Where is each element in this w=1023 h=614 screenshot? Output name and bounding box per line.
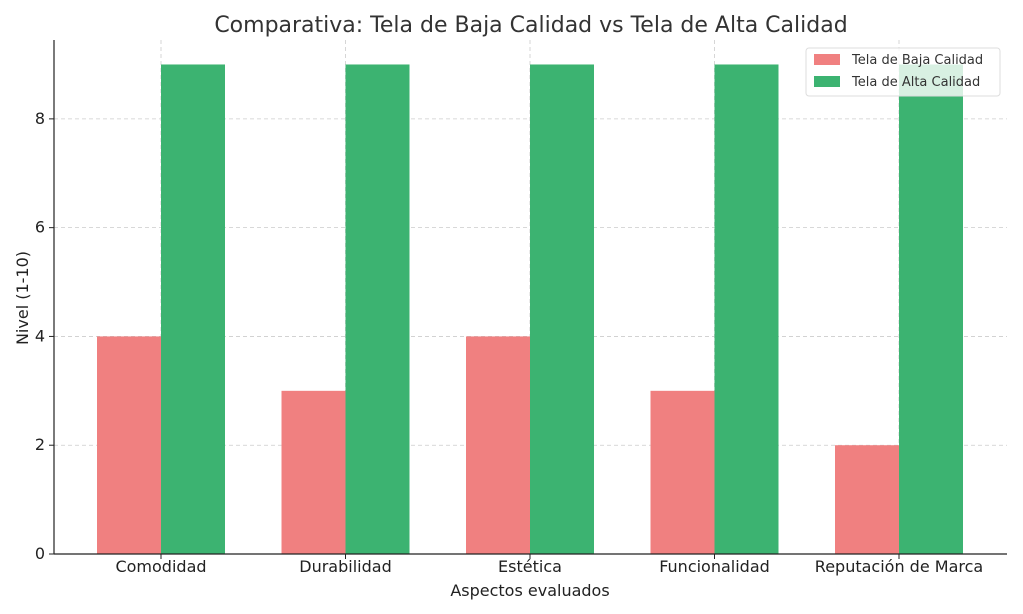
bar-alta-2	[530, 64, 594, 554]
y-tick-label: 2	[35, 435, 45, 454]
x-tick-label: Durabilidad	[299, 557, 391, 576]
chart-title: Comparativa: Tela de Baja Calidad vs Tel…	[214, 13, 847, 38]
y-tick-label: 6	[35, 218, 45, 237]
bar-baja-0	[97, 336, 161, 554]
x-axis-label: Aspectos evaluados	[450, 581, 609, 600]
y-tick-label: 0	[35, 544, 45, 563]
bar-alta-1	[345, 64, 410, 554]
bar-baja-2	[466, 336, 530, 554]
legend-label: Tela de Baja Calidad	[851, 53, 983, 68]
legend: Tela de Baja Calidad Tela de Alta Calidad	[805, 47, 1001, 97]
x-tick-label: Estética	[498, 557, 562, 576]
legend-frame	[805, 47, 1001, 97]
bar-alta-4	[899, 64, 963, 554]
y-axis-label: Nivel (1-10)	[13, 251, 32, 345]
legend-swatch	[814, 76, 840, 87]
bar-baja-4	[835, 445, 899, 554]
bar-baja-3	[650, 390, 715, 554]
x-tick-label: Reputación de Marca	[815, 557, 983, 576]
legend-label: Tela de Alta Calidad	[851, 75, 980, 90]
x-tick-label: Comodidad	[115, 557, 206, 576]
y-tick-label: 8	[35, 109, 45, 128]
legend-swatch	[814, 54, 840, 65]
bar-baja-1	[281, 390, 346, 554]
bars	[97, 64, 963, 554]
y-ticks: 0 2 4 6 8	[35, 109, 54, 563]
x-tick-label: Funcionalidad	[659, 557, 770, 576]
y-tick-label: 4	[35, 326, 45, 345]
bar-alta-3	[714, 64, 779, 554]
bar-alta-0	[161, 64, 225, 554]
x-ticks: Comodidad Durabilidad Estética Funcionalida…	[115, 554, 983, 576]
